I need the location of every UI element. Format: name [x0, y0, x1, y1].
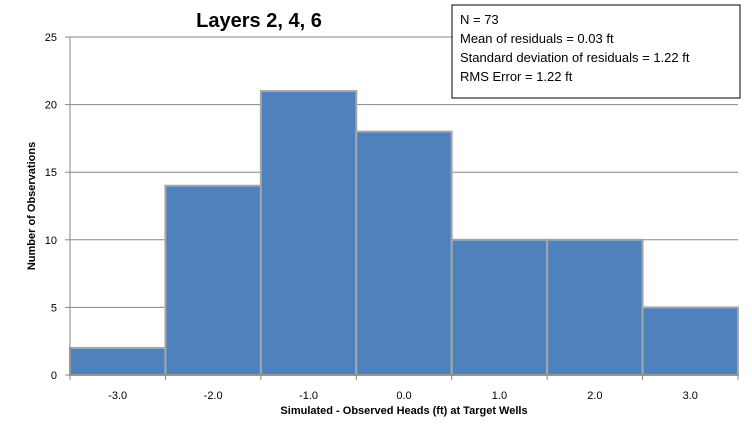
y-tick-label: 15 [45, 167, 57, 179]
x-tick-labels: -3.0 -2.0 -1.0 0.0 1.0 2.0 3.0 [69, 375, 739, 402]
histogram-bar [355, 130, 453, 376]
stats-line-count: N = 73 [460, 12, 499, 27]
stats-box-frame [451, 4, 741, 99]
axes [69, 37, 738, 376]
y-tick-labels: 0 5 10 15 20 25 [45, 32, 70, 382]
x-axis-label: Simulated - Observed Heads (ft) at Targe… [280, 405, 527, 417]
y-tick-label: 25 [45, 32, 57, 44]
y-axis-label: Number of Observations [26, 142, 38, 270]
x-tick-label: 2.0 [587, 390, 602, 402]
histogram-bar [69, 346, 167, 376]
x-tick-label: -2.0 [204, 390, 223, 402]
y-tick-label: 5 [51, 302, 57, 314]
histogram-bar [259, 90, 358, 377]
y-tick-label: 20 [45, 100, 57, 112]
histogram-bars [69, 90, 739, 377]
histogram-bar [641, 306, 739, 376]
stats-line-stddev: Standard deviation of residuals = 1.22 f… [460, 50, 690, 65]
histogram-bar [546, 238, 644, 376]
y-tick-label: 0 [51, 370, 57, 382]
stats-box: N = 73 Mean of residuals = 0.03 ft Stand… [451, 4, 741, 99]
stats-line-mean: Mean of residuals = 0.03 ft [460, 31, 614, 46]
histogram-bar [450, 238, 549, 376]
x-tick-label: 0.0 [396, 390, 411, 402]
y-tick-label: 10 [45, 235, 57, 247]
x-tick-label: -3.0 [108, 390, 127, 402]
x-tick-label: -1.0 [299, 390, 318, 402]
stats-line-rms: RMS Error = 1.22 ft [460, 69, 573, 84]
x-tick-label: 3.0 [683, 390, 698, 402]
x-tick-label: 1.0 [492, 390, 507, 402]
histogram-bar [164, 184, 262, 376]
chart-title: Layers 2, 4, 6 [196, 10, 322, 32]
